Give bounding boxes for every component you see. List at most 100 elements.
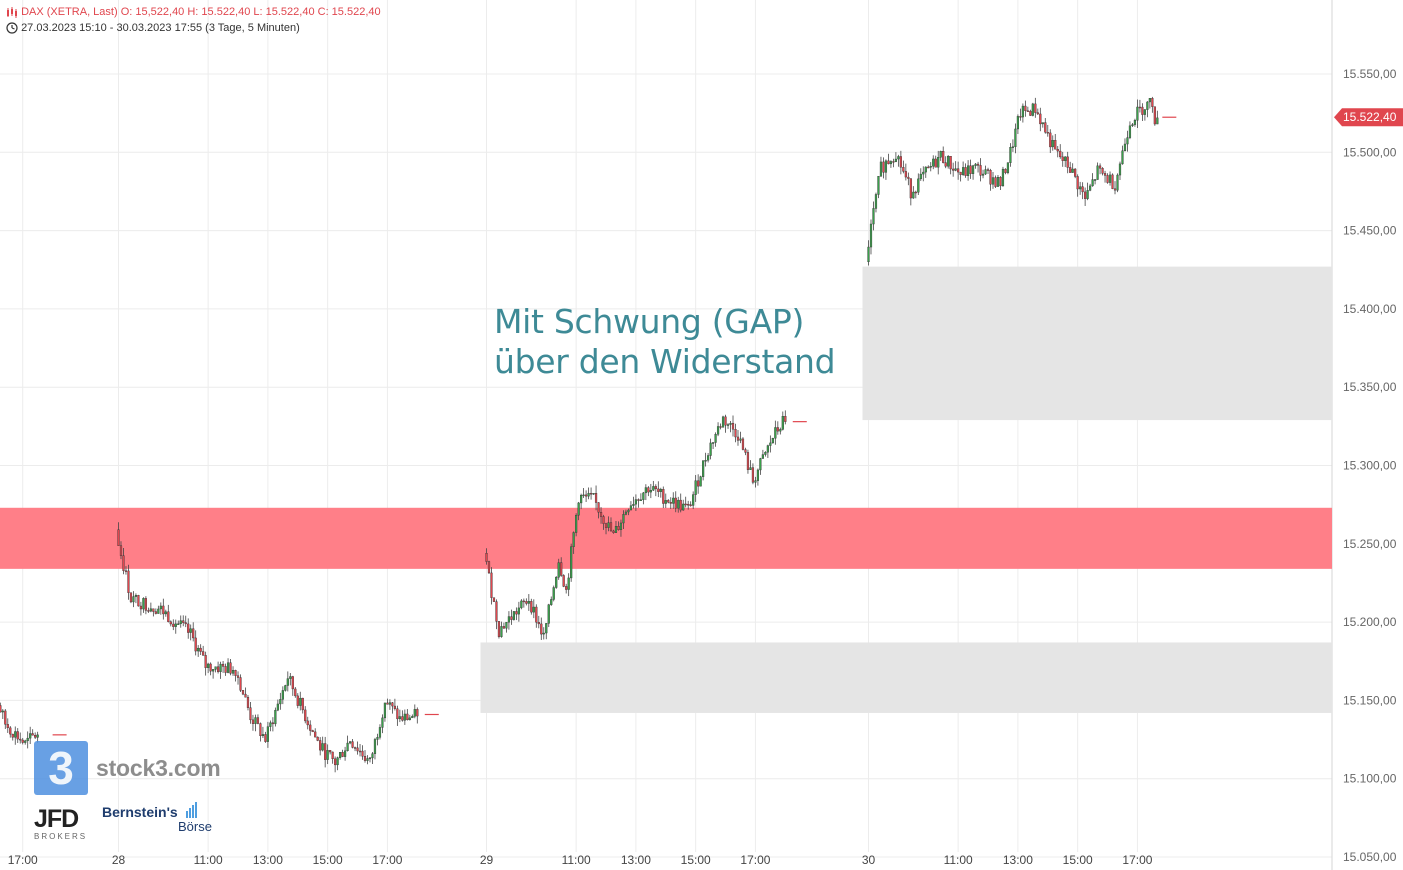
bernstein-sub: Börse bbox=[178, 819, 212, 834]
candle bbox=[209, 662, 212, 676]
candle-body bbox=[199, 647, 202, 652]
stock3-mark: 3 bbox=[34, 741, 88, 795]
candle bbox=[172, 619, 175, 631]
candle-body bbox=[1011, 146, 1015, 148]
candle-body bbox=[724, 416, 727, 426]
candle bbox=[396, 705, 399, 726]
candle-body bbox=[381, 717, 384, 728]
candle-body bbox=[944, 162, 947, 167]
candle-body bbox=[249, 707, 252, 721]
candle-body bbox=[759, 458, 762, 471]
candle bbox=[6, 718, 9, 733]
candle-body bbox=[599, 512, 603, 517]
candle bbox=[157, 605, 160, 614]
candle-body bbox=[306, 720, 309, 726]
candle-body bbox=[692, 494, 695, 506]
candle-body bbox=[299, 697, 302, 706]
candle bbox=[914, 190, 917, 199]
candle bbox=[869, 219, 873, 255]
resistance-zone bbox=[0, 507, 1332, 569]
candle bbox=[321, 736, 324, 752]
candle-body bbox=[1131, 124, 1134, 127]
candle bbox=[1076, 174, 1079, 197]
candle bbox=[959, 171, 962, 182]
candle-body bbox=[637, 499, 640, 501]
x-tick-label: 28 bbox=[112, 853, 126, 867]
candle bbox=[632, 496, 635, 509]
candle bbox=[535, 604, 538, 628]
candle-body bbox=[1076, 176, 1079, 190]
x-tick-label: 15:00 bbox=[313, 853, 343, 867]
candle-body bbox=[376, 737, 379, 740]
candle bbox=[929, 162, 932, 172]
candle bbox=[1006, 162, 1010, 175]
candle-body bbox=[619, 522, 623, 530]
candle bbox=[1071, 163, 1074, 173]
candle-body bbox=[1086, 190, 1089, 199]
candle-body bbox=[393, 705, 396, 709]
candle bbox=[1074, 168, 1077, 179]
candle-body bbox=[29, 733, 32, 739]
candle-body bbox=[781, 416, 784, 430]
candle bbox=[1049, 129, 1052, 153]
candle-body bbox=[1026, 110, 1029, 112]
candle-body bbox=[179, 620, 182, 624]
candle-body bbox=[507, 616, 511, 623]
candle bbox=[216, 661, 220, 674]
candle bbox=[129, 592, 133, 604]
candle bbox=[1001, 166, 1005, 187]
candle bbox=[1089, 183, 1092, 192]
candle bbox=[682, 499, 685, 511]
candle-body bbox=[580, 494, 583, 504]
candle bbox=[614, 521, 618, 533]
candle-body bbox=[406, 713, 409, 721]
candle bbox=[164, 609, 167, 617]
candle-body bbox=[363, 756, 367, 761]
candle bbox=[490, 567, 493, 605]
candle bbox=[994, 175, 997, 188]
candle bbox=[704, 452, 707, 467]
candle-body bbox=[356, 747, 359, 752]
candle-body bbox=[769, 442, 772, 446]
candle bbox=[314, 728, 317, 738]
candle-body bbox=[512, 611, 515, 620]
candle-body bbox=[1024, 105, 1027, 111]
candle bbox=[331, 751, 334, 764]
candle-body bbox=[184, 622, 187, 625]
candle-body bbox=[204, 655, 207, 668]
candlestick-icon bbox=[7, 6, 17, 18]
y-tick-label: 15.550,00 bbox=[1343, 67, 1397, 81]
candle-body bbox=[510, 616, 513, 620]
candle-body bbox=[517, 607, 520, 615]
candle bbox=[207, 662, 210, 674]
range-header: 27.03.2023 15:10 - 30.03.2023 17:55 (3 T… bbox=[6, 22, 300, 34]
candle bbox=[1148, 98, 1151, 109]
candle-body bbox=[989, 170, 992, 185]
candle-body bbox=[707, 455, 710, 461]
candle-body bbox=[679, 499, 682, 511]
candle-body bbox=[284, 685, 287, 691]
candle bbox=[580, 493, 583, 510]
candle bbox=[284, 684, 287, 692]
candle bbox=[29, 726, 32, 744]
candle-body bbox=[177, 623, 180, 625]
candle-body bbox=[927, 166, 930, 169]
candle bbox=[1064, 156, 1067, 168]
candle bbox=[545, 623, 548, 640]
candle-body bbox=[560, 562, 563, 576]
candle bbox=[1036, 108, 1039, 115]
candle-body bbox=[221, 663, 225, 667]
candle-body bbox=[271, 722, 274, 725]
candle-body bbox=[609, 522, 613, 532]
candle-body bbox=[644, 487, 647, 494]
candle bbox=[874, 192, 878, 213]
candle bbox=[348, 740, 352, 745]
candle bbox=[301, 697, 304, 714]
candle-body bbox=[540, 623, 543, 635]
candle-body bbox=[542, 632, 545, 635]
candle bbox=[565, 583, 568, 594]
candle bbox=[617, 521, 620, 531]
candle bbox=[299, 691, 302, 711]
candle-body bbox=[172, 623, 175, 627]
